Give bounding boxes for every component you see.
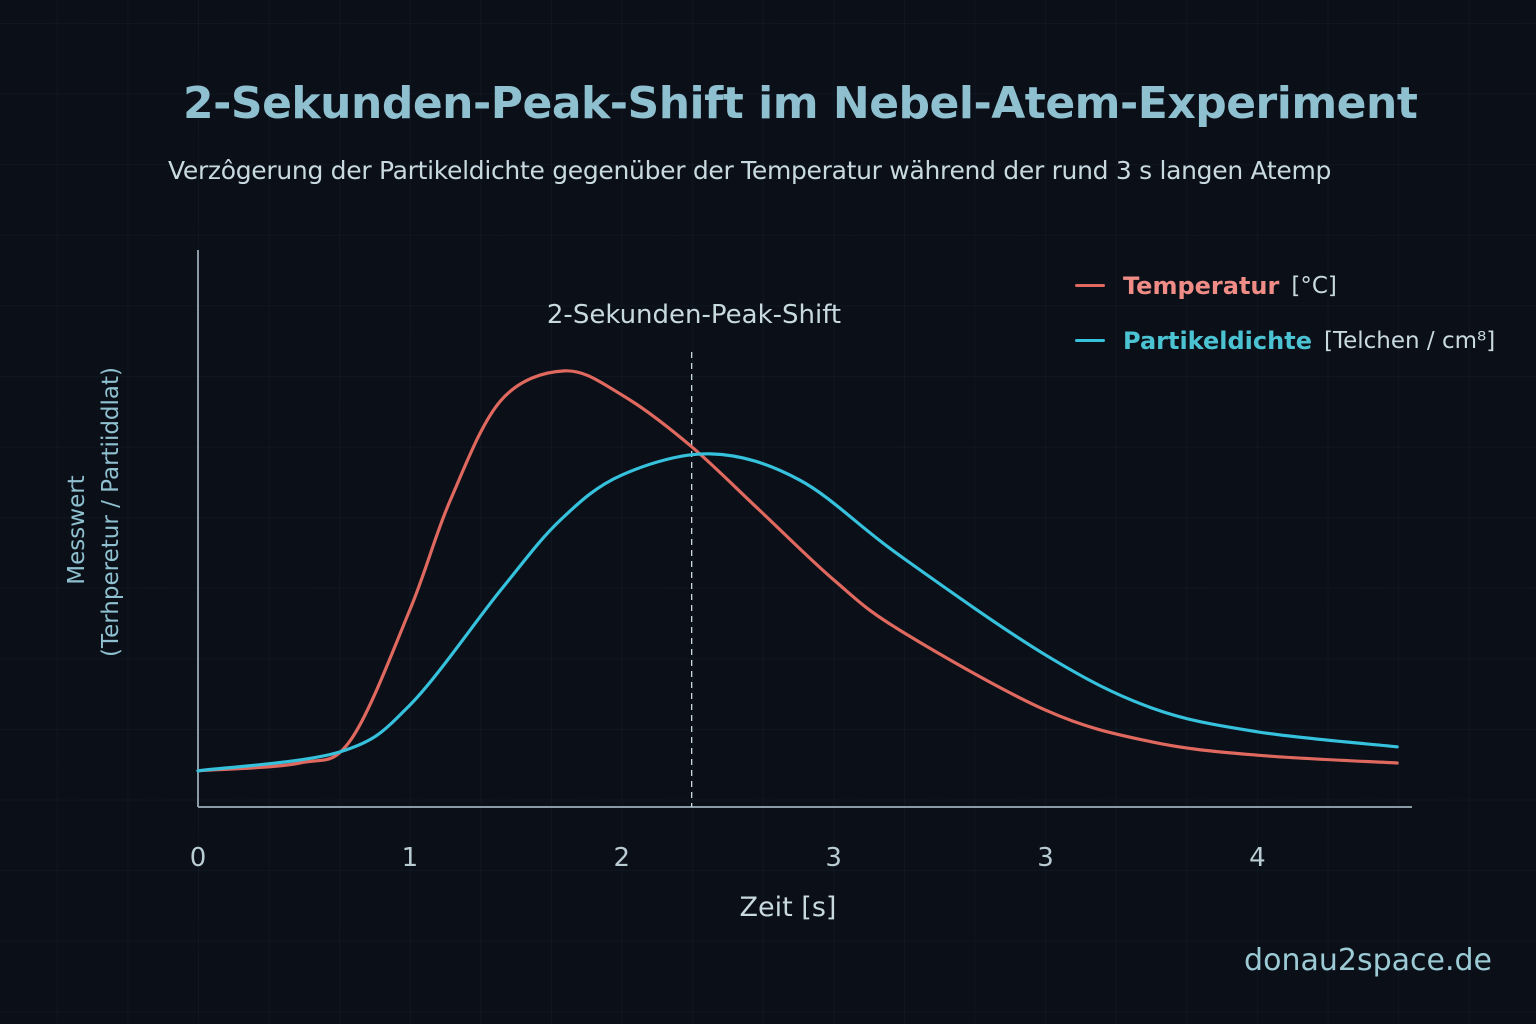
x-tick-label: 3 bbox=[825, 843, 842, 873]
watermark: donau2space.de bbox=[1244, 943, 1492, 978]
x-tick-label: 4 bbox=[1249, 843, 1266, 873]
legend-unit: [°C] bbox=[1291, 272, 1337, 299]
legend-item-temperature[interactable]: Temperatur [°C] bbox=[1075, 258, 1495, 313]
chart-title: 2-Sekunden-Peak-Shift im Nebel-Atem-Expe… bbox=[183, 78, 1418, 129]
annotation-label: 2-Sekunden-Peak-Shift bbox=[547, 300, 841, 330]
chart-subtitle: Verzôgerung der Partikeldichte gegenüber… bbox=[168, 156, 1332, 185]
x-tick-label: 3 bbox=[1037, 843, 1054, 873]
legend-item-particle[interactable]: Partikeldichte [Telchen / cm⁸] bbox=[1075, 313, 1495, 368]
legend-label: Partikeldichte bbox=[1123, 326, 1312, 355]
legend-unit: [Telchen / cm⁸] bbox=[1323, 327, 1496, 354]
temperature-swatch-icon bbox=[1075, 284, 1105, 287]
x-axis-label: Zeit [s] bbox=[740, 892, 837, 923]
particle-density-line bbox=[196, 452, 1399, 773]
x-tick-label: 2 bbox=[613, 843, 630, 873]
series-lines bbox=[196, 369, 1399, 773]
x-tick-label: 1 bbox=[402, 843, 419, 873]
axes bbox=[197, 250, 1412, 808]
legend: Temperatur [°C] Partikeldichte [Telchen … bbox=[1075, 258, 1495, 368]
legend-label: Temperatur bbox=[1123, 271, 1280, 300]
x-tick-label: 0 bbox=[190, 843, 207, 873]
x-tick-labels: 0 1 2 3 3 4 bbox=[190, 843, 1266, 873]
temperature-line bbox=[196, 369, 1399, 773]
y-axis-label-line2: (Terhperetur / Partiiddlat) bbox=[98, 367, 124, 657]
annotation-group: 2-Sekunden-Peak-Shift bbox=[547, 300, 841, 807]
particle-swatch-icon bbox=[1075, 339, 1105, 342]
y-axis-label-line1: Messwert bbox=[64, 475, 90, 584]
